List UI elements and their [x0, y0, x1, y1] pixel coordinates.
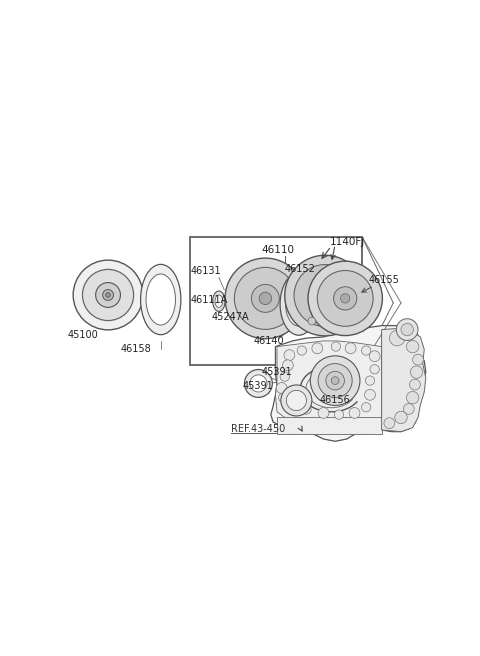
Circle shape — [311, 281, 339, 310]
Circle shape — [317, 270, 373, 326]
Circle shape — [410, 366, 423, 379]
Circle shape — [308, 261, 383, 336]
Circle shape — [83, 270, 133, 321]
Text: 1140FJ: 1140FJ — [330, 237, 365, 247]
Circle shape — [278, 393, 288, 402]
Circle shape — [396, 319, 418, 340]
Circle shape — [334, 287, 357, 310]
Text: 46152: 46152 — [285, 264, 316, 274]
Text: 46140: 46140 — [254, 336, 284, 346]
Circle shape — [286, 390, 306, 411]
PathPatch shape — [271, 325, 426, 441]
Circle shape — [365, 376, 375, 385]
Text: 46111A: 46111A — [190, 295, 228, 304]
Circle shape — [407, 340, 419, 353]
Circle shape — [345, 343, 356, 354]
Text: 45391: 45391 — [242, 381, 273, 391]
Bar — [190, 237, 362, 365]
Text: 46156: 46156 — [320, 396, 350, 405]
PathPatch shape — [382, 328, 426, 432]
Ellipse shape — [280, 273, 317, 335]
Circle shape — [395, 411, 407, 424]
Circle shape — [401, 323, 413, 336]
Circle shape — [331, 342, 340, 351]
Circle shape — [326, 371, 345, 390]
Circle shape — [318, 407, 329, 419]
Text: 45247A: 45247A — [212, 312, 250, 322]
Circle shape — [384, 418, 395, 428]
Circle shape — [308, 318, 316, 325]
Circle shape — [407, 392, 419, 404]
Circle shape — [409, 379, 420, 390]
Circle shape — [340, 294, 350, 303]
Text: 46155: 46155 — [369, 276, 399, 285]
Circle shape — [277, 369, 305, 398]
Bar — [277, 417, 382, 434]
Circle shape — [302, 405, 311, 414]
Text: 46110: 46110 — [262, 245, 295, 255]
Circle shape — [234, 268, 296, 329]
Circle shape — [285, 255, 365, 336]
Circle shape — [282, 360, 293, 371]
Circle shape — [282, 375, 300, 392]
Circle shape — [312, 343, 323, 354]
Circle shape — [244, 369, 272, 398]
Text: 45100: 45100 — [68, 330, 98, 340]
Circle shape — [106, 293, 110, 297]
Ellipse shape — [286, 282, 312, 326]
Text: REF.43-450: REF.43-450 — [230, 424, 285, 434]
Circle shape — [103, 289, 113, 300]
Circle shape — [250, 375, 267, 392]
Circle shape — [320, 290, 330, 301]
Circle shape — [284, 350, 295, 361]
Circle shape — [403, 403, 414, 415]
Circle shape — [259, 292, 272, 304]
Circle shape — [370, 365, 379, 374]
Circle shape — [413, 354, 423, 365]
Ellipse shape — [215, 295, 223, 308]
Circle shape — [335, 410, 344, 419]
Circle shape — [361, 403, 371, 412]
Ellipse shape — [146, 274, 176, 325]
Ellipse shape — [228, 287, 245, 316]
Ellipse shape — [231, 291, 242, 311]
Circle shape — [276, 382, 287, 394]
Circle shape — [96, 283, 120, 308]
Text: 45391: 45391 — [262, 367, 292, 377]
Circle shape — [318, 363, 352, 398]
Circle shape — [311, 356, 360, 405]
Circle shape — [280, 372, 289, 381]
Circle shape — [225, 258, 306, 338]
Circle shape — [349, 407, 360, 419]
Ellipse shape — [213, 291, 225, 312]
Text: 46158: 46158 — [120, 344, 151, 354]
Circle shape — [281, 385, 312, 416]
Circle shape — [365, 390, 375, 400]
Circle shape — [289, 295, 308, 314]
Circle shape — [73, 260, 143, 330]
Circle shape — [297, 346, 306, 355]
Circle shape — [287, 400, 298, 411]
Circle shape — [361, 346, 371, 355]
Circle shape — [331, 377, 339, 384]
Circle shape — [389, 331, 405, 346]
Circle shape — [294, 264, 356, 327]
PathPatch shape — [276, 341, 382, 430]
Circle shape — [369, 351, 380, 361]
Text: 46131: 46131 — [190, 266, 221, 276]
Ellipse shape — [141, 264, 181, 335]
Circle shape — [252, 285, 279, 312]
